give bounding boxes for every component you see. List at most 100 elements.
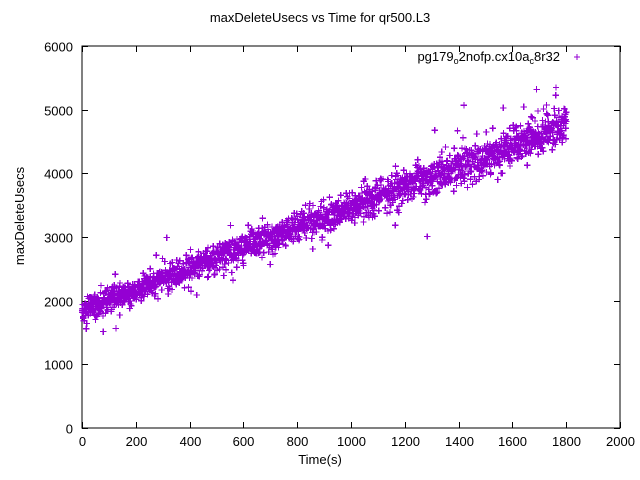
data-point-sample bbox=[376, 198, 383, 205]
data-point bbox=[320, 196, 327, 204]
data-point bbox=[153, 252, 160, 259]
data-point bbox=[306, 200, 313, 207]
data-point bbox=[487, 169, 495, 177]
data-point bbox=[518, 153, 525, 161]
legend-part-3: 8r32 bbox=[533, 49, 560, 64]
data-point bbox=[357, 210, 364, 217]
data-point bbox=[195, 248, 202, 256]
data-point bbox=[506, 124, 513, 132]
data-point-sample bbox=[87, 309, 94, 317]
data-point bbox=[496, 158, 504, 165]
data-point bbox=[427, 169, 434, 177]
data-point-sample bbox=[453, 182, 460, 189]
data-point-sample bbox=[417, 186, 424, 194]
data-point-sample bbox=[98, 305, 105, 312]
data-point bbox=[508, 157, 516, 164]
data-point-sample bbox=[100, 290, 107, 297]
data-point bbox=[461, 171, 468, 179]
data-point bbox=[305, 205, 313, 213]
data-point-sample bbox=[225, 242, 232, 250]
data-point-sample bbox=[111, 287, 118, 295]
data-point-sample bbox=[324, 208, 332, 215]
y-axis-label: maxDeleteUsecs bbox=[12, 166, 27, 266]
data-point bbox=[345, 195, 353, 202]
data-point bbox=[206, 265, 214, 273]
data-point-sample bbox=[460, 174, 468, 182]
y-axis-tick-label: 6000 bbox=[44, 40, 73, 55]
data-point bbox=[504, 132, 511, 140]
data-point-sample bbox=[289, 219, 296, 226]
y-axis-tick-label: 3000 bbox=[44, 231, 73, 246]
data-point bbox=[519, 152, 526, 160]
data-point-sample bbox=[91, 291, 98, 299]
x-axis-label: Time(s) bbox=[298, 452, 342, 467]
data-point bbox=[428, 182, 436, 189]
data-point bbox=[551, 112, 558, 119]
data-point bbox=[500, 130, 507, 137]
data-point-sample bbox=[196, 254, 204, 261]
data-point bbox=[119, 301, 126, 308]
data-point-sample bbox=[81, 300, 89, 307]
data-point-sample bbox=[382, 191, 390, 198]
data-point-sample bbox=[158, 268, 165, 276]
data-point bbox=[540, 148, 547, 155]
data-point bbox=[399, 197, 407, 204]
data-point bbox=[498, 135, 505, 143]
data-point bbox=[258, 254, 266, 261]
data-point bbox=[100, 328, 107, 335]
data-point bbox=[472, 153, 479, 161]
data-point-sample bbox=[235, 244, 243, 251]
data-point-sample bbox=[528, 141, 535, 148]
x-axis-tick-label: 1600 bbox=[498, 434, 527, 449]
x-axis-tick-label: 200 bbox=[126, 434, 148, 449]
data-point bbox=[388, 172, 395, 179]
data-point-sample bbox=[506, 162, 514, 170]
data-point bbox=[216, 240, 224, 247]
data-point bbox=[182, 252, 190, 259]
data-point-sample bbox=[162, 278, 169, 285]
data-point bbox=[116, 279, 124, 287]
data-point-sample bbox=[362, 196, 370, 204]
data-point-sample bbox=[278, 233, 285, 241]
data-point bbox=[168, 259, 176, 266]
data-point-sample bbox=[553, 118, 561, 125]
data-point bbox=[425, 191, 433, 198]
data-point-sample bbox=[103, 301, 110, 309]
data-point bbox=[451, 145, 458, 152]
legend-subscript-1: o bbox=[453, 56, 459, 66]
chart-title: maxDeleteUsecs vs Time for qr500.L3 bbox=[209, 10, 431, 25]
y-axis-tick-label: 2000 bbox=[44, 295, 73, 310]
data-point bbox=[147, 265, 154, 272]
data-point-sample bbox=[230, 251, 237, 259]
data-point bbox=[229, 276, 237, 284]
data-point bbox=[555, 107, 562, 114]
data-point bbox=[187, 288, 195, 295]
data-point bbox=[102, 310, 109, 317]
data-point-sample bbox=[129, 281, 137, 288]
data-point-sample bbox=[272, 225, 279, 232]
data-point-sample bbox=[389, 199, 396, 206]
data-point bbox=[392, 222, 399, 229]
data-point-sample bbox=[556, 128, 563, 135]
data-point bbox=[309, 202, 317, 209]
y-axis-tick-label: 5000 bbox=[44, 104, 73, 119]
data-point bbox=[303, 234, 310, 242]
data-point bbox=[319, 233, 326, 241]
data-point-sample bbox=[522, 150, 530, 157]
data-point bbox=[97, 282, 105, 289]
data-point-sample bbox=[240, 237, 248, 244]
data-point bbox=[453, 174, 461, 182]
data-point bbox=[494, 176, 502, 183]
data-point bbox=[551, 141, 559, 148]
data-point bbox=[552, 84, 560, 91]
data-point-sample bbox=[563, 109, 570, 116]
data-point bbox=[221, 260, 228, 268]
data-point bbox=[442, 143, 449, 151]
data-point bbox=[203, 248, 211, 255]
data-point-sample bbox=[318, 215, 326, 222]
data-point-sample bbox=[95, 298, 103, 305]
data-point bbox=[309, 245, 316, 253]
data-point bbox=[520, 103, 527, 111]
data-point-sample bbox=[105, 294, 113, 302]
